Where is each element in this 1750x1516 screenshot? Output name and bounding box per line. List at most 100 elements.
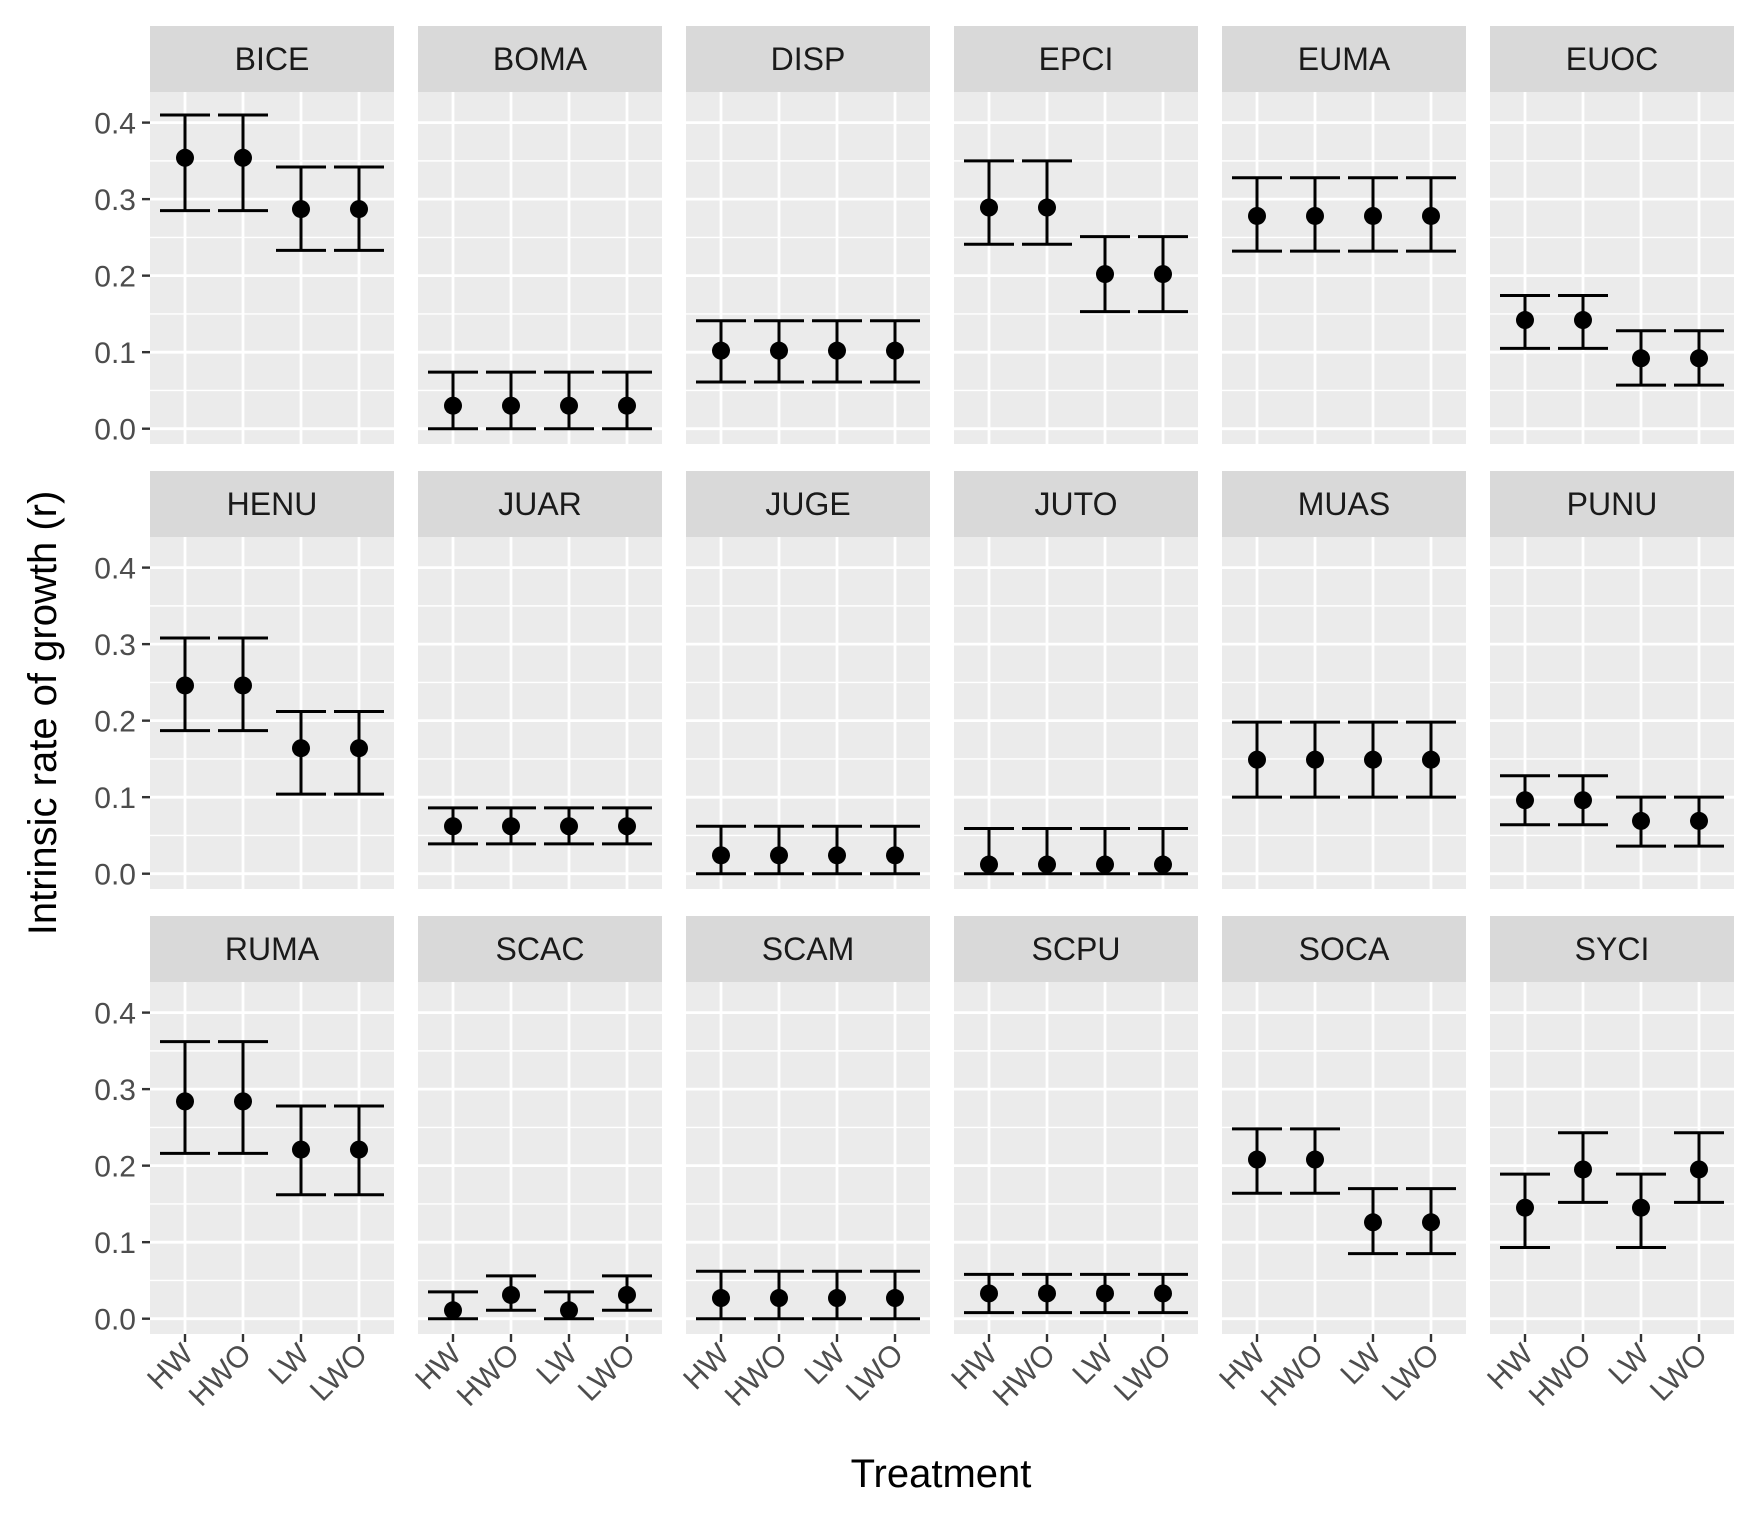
data-point bbox=[292, 739, 310, 758]
data-point bbox=[176, 676, 194, 695]
facet-strip-label: BICE bbox=[235, 41, 310, 77]
y-tick-label: 0.0 bbox=[94, 859, 136, 892]
data-point bbox=[1574, 791, 1592, 810]
facet-juar: JUAR bbox=[418, 471, 662, 889]
y-tick-label: 0.1 bbox=[94, 1227, 136, 1260]
facet-bice: BICE 0.0 0.1 0.2 0.3 0.4 bbox=[94, 26, 394, 447]
data-point bbox=[560, 1301, 578, 1320]
facet-strip-label: JUAR bbox=[498, 486, 582, 522]
data-point bbox=[444, 817, 462, 836]
panel-background bbox=[1490, 92, 1734, 444]
facet-strip bbox=[686, 26, 930, 92]
data-point bbox=[1574, 311, 1592, 330]
data-point bbox=[502, 817, 520, 836]
panel-background bbox=[150, 537, 394, 889]
data-point bbox=[502, 1285, 520, 1304]
facet-strip-label: EPCI bbox=[1039, 41, 1114, 77]
data-point bbox=[1306, 206, 1324, 225]
data-point bbox=[618, 817, 636, 836]
data-point bbox=[1632, 1198, 1650, 1217]
facet-euma: EUMA bbox=[1222, 26, 1466, 444]
y-tick-label: 0.2 bbox=[94, 261, 136, 294]
data-point bbox=[886, 341, 904, 360]
facet-strip bbox=[686, 471, 930, 537]
facet-strip-label: HENU bbox=[227, 486, 318, 522]
facet-strip bbox=[150, 916, 394, 982]
facet-strip bbox=[1490, 26, 1734, 92]
facet-strip-label: SCAC bbox=[496, 931, 585, 967]
facet-strip-label: EUMA bbox=[1298, 41, 1391, 77]
data-point bbox=[1422, 750, 1440, 769]
data-point bbox=[1574, 1160, 1592, 1179]
data-point bbox=[444, 396, 462, 415]
facet-grid: BICE 0.0 0.1 0.2 0.3 0.4 BOMA DISP EPCI EUMA EUOC H… bbox=[94, 26, 1734, 1413]
data-point bbox=[1096, 1284, 1114, 1303]
panel-background bbox=[686, 537, 930, 889]
facet-strip bbox=[954, 471, 1198, 537]
facet-strip bbox=[418, 471, 662, 537]
y-tick-label: 0.3 bbox=[94, 629, 136, 662]
facet-strip-label: SOCA bbox=[1299, 931, 1390, 967]
data-point bbox=[886, 1289, 904, 1308]
data-point bbox=[444, 1301, 462, 1320]
y-tick-label: 0.1 bbox=[94, 337, 136, 370]
facet-strip-label: BOMA bbox=[493, 41, 588, 77]
y-tick-label: 0.4 bbox=[94, 553, 136, 586]
data-point bbox=[1154, 1284, 1172, 1303]
panel-background bbox=[1490, 537, 1734, 889]
facet-strip bbox=[418, 916, 662, 982]
data-point bbox=[618, 1285, 636, 1304]
data-point bbox=[1038, 855, 1056, 874]
data-point bbox=[1364, 750, 1382, 769]
facet-strip bbox=[418, 26, 662, 92]
facet-strip bbox=[150, 26, 394, 92]
data-point bbox=[712, 1289, 730, 1308]
y-tick-label: 0.2 bbox=[94, 706, 136, 739]
facet-strip bbox=[150, 471, 394, 537]
data-point bbox=[770, 341, 788, 360]
data-point bbox=[980, 855, 998, 874]
facet-strip bbox=[1222, 916, 1466, 982]
data-point bbox=[1364, 206, 1382, 225]
panel-background bbox=[1222, 537, 1466, 889]
data-point bbox=[1690, 349, 1708, 368]
panel-background bbox=[686, 92, 930, 444]
y-tick-label: 0.1 bbox=[94, 782, 136, 815]
facet-strip bbox=[954, 26, 1198, 92]
data-point bbox=[1096, 265, 1114, 284]
facet-strip-label: JUTO bbox=[1035, 486, 1118, 522]
data-point bbox=[234, 676, 252, 695]
y-tick-label: 0.0 bbox=[94, 1304, 136, 1337]
y-tick-label: 0.2 bbox=[94, 1151, 136, 1184]
data-point bbox=[292, 200, 310, 219]
x-axis-title: Treatment bbox=[851, 1452, 1032, 1496]
facet-strip-label: PUNU bbox=[1567, 486, 1658, 522]
data-point bbox=[1422, 1213, 1440, 1232]
y-tick-label: 0.3 bbox=[94, 184, 136, 217]
facet-henu: HENU 0.0 0.1 0.2 0.3 0.4 bbox=[94, 471, 394, 892]
facet-boma: BOMA bbox=[418, 26, 662, 444]
y-tick-label: 0.0 bbox=[94, 414, 136, 447]
facet-euoc: EUOC bbox=[1490, 26, 1734, 444]
data-point bbox=[1364, 1213, 1382, 1232]
facet-strip bbox=[1222, 26, 1466, 92]
facet-strip-label: RUMA bbox=[225, 931, 320, 967]
data-point bbox=[712, 846, 730, 865]
panel-background bbox=[150, 92, 394, 444]
panel-background bbox=[1490, 982, 1734, 1334]
facet-strip bbox=[954, 916, 1198, 982]
data-point bbox=[502, 396, 520, 415]
data-point bbox=[1038, 198, 1056, 217]
facet-strip-label: JUGE bbox=[765, 486, 850, 522]
data-point bbox=[1516, 311, 1534, 330]
data-point bbox=[560, 817, 578, 836]
y-axis-title: Intrinsic rate of growth (r) bbox=[21, 491, 65, 936]
facet-juge: JUGE bbox=[686, 471, 930, 889]
facet-strip bbox=[1490, 916, 1734, 982]
panel-background bbox=[954, 537, 1198, 889]
y-tick-label: 0.3 bbox=[94, 1074, 136, 1107]
data-point bbox=[1690, 811, 1708, 830]
y-tick-label: 0.4 bbox=[94, 108, 136, 141]
data-point bbox=[350, 739, 368, 758]
